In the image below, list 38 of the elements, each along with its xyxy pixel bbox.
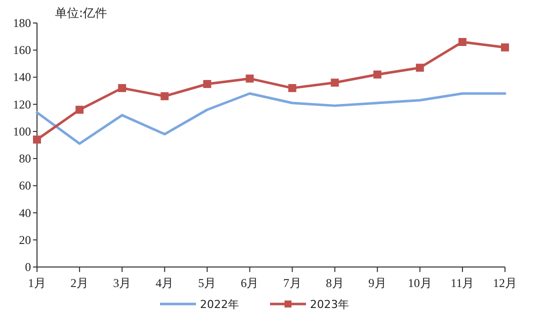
point	[416, 64, 424, 72]
y-tick-label: 100	[13, 124, 31, 138]
y-tick-label: 60	[19, 178, 31, 193]
point	[330, 78, 339, 87]
point	[76, 106, 84, 114]
x-tick-label: 3月	[113, 276, 132, 290]
point	[458, 38, 466, 46]
y-tick-label: 0	[25, 260, 31, 274]
y-tick-label: 160	[13, 43, 31, 58]
x-tick-label: 6月	[240, 276, 259, 290]
x-tick-label: 5月	[198, 276, 216, 290]
legend-label: 2022年	[200, 298, 239, 311]
y-tick-label: 40	[19, 206, 31, 220]
x-tick-label: 1月	[28, 276, 46, 290]
point	[373, 70, 382, 79]
line-series	[36, 92, 506, 145]
x-tick-label: 11月	[450, 276, 474, 290]
point	[33, 136, 41, 144]
point	[246, 74, 254, 83]
legend-label: 2023年	[310, 298, 349, 311]
x-tick-label: 10月	[408, 276, 432, 290]
y-tick-label: 20	[19, 232, 31, 247]
point	[118, 84, 126, 92]
y-tick-label: 180	[13, 16, 31, 30]
point	[203, 80, 212, 88]
x-tick-label: 8月	[326, 276, 344, 290]
x-tick-label: 2月	[70, 276, 89, 290]
point	[288, 84, 296, 92]
x-tick-label: 9月	[368, 276, 386, 290]
y-tick-label: 140	[13, 70, 31, 84]
x-tick-label: 12月	[493, 276, 517, 290]
point	[160, 92, 169, 100]
y-tick-label: 80	[19, 152, 31, 166]
y-tick-label: 120	[13, 97, 31, 112]
x-tick-label: 7月	[283, 276, 302, 290]
point	[501, 43, 509, 52]
y-axis-title: 单位:亿件	[55, 6, 108, 20]
x-tick-label: 4月	[156, 276, 174, 290]
